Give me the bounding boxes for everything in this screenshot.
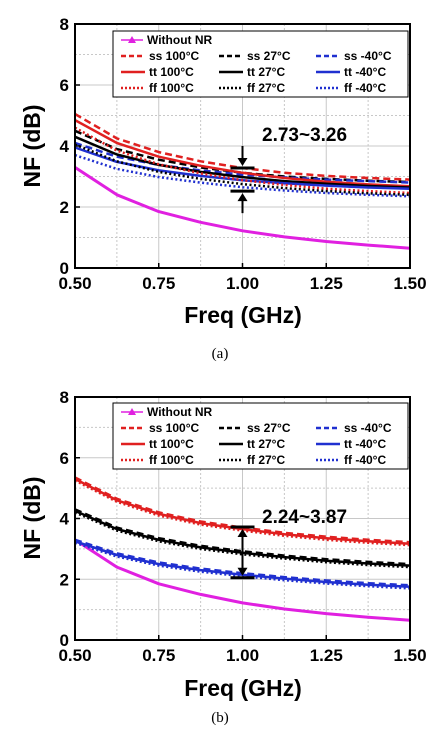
series-line — [74, 119, 411, 188]
y-tick-label: 2 — [60, 198, 69, 217]
chart-a: 0 2 4 6 8 0.50 0.75 1.00 1.25 1.50 Freq (GHz) NF (d… — [19, 15, 427, 362]
annotation-text: 2.24~3.87 — [262, 507, 347, 528]
series-line — [74, 541, 411, 590]
legend-label: ss -40°C — [344, 421, 392, 435]
annotation-text: 2.73~3.26 — [262, 125, 347, 146]
legend-label: ff -40°C — [344, 81, 386, 95]
legend-label: Without NR — [147, 405, 213, 419]
x-axis-label: Freq (GHz) — [184, 302, 302, 328]
figure-caption: (a) — [212, 346, 229, 362]
series-line — [74, 129, 411, 184]
legend-label: ff -40°C — [344, 453, 386, 467]
x-tick-label: 1.50 — [393, 646, 426, 665]
x-tick-label: 0.75 — [142, 646, 175, 665]
legend-label: ff 100°C — [149, 453, 194, 467]
y-axis-label: NF (dB) — [19, 476, 45, 559]
y-tick-label: 4 — [60, 510, 70, 529]
series-line — [74, 143, 411, 197]
y-tick-label: 2 — [60, 570, 69, 589]
arrow-head — [237, 567, 248, 576]
legend: Without NR ss 100°C tt 100°C ff 100°C ss 27°… — [112, 30, 409, 98]
legend-label: ff 100°C — [149, 81, 194, 95]
legend-label: ss 100°C — [149, 49, 200, 63]
x-tick-label: 0.75 — [142, 274, 175, 293]
arrow-head — [237, 157, 248, 166]
series-line — [74, 153, 411, 198]
legend-label: tt 100°C — [149, 65, 194, 79]
x-tick-label: 1.00 — [226, 274, 259, 293]
legend-label: Without NR — [147, 33, 213, 47]
figure-caption: (b) — [211, 710, 229, 726]
x-tick-label: 0.50 — [58, 274, 91, 293]
legend-label: ss 27°C — [247, 49, 291, 63]
series-line — [74, 538, 411, 622]
legend-marker — [128, 36, 136, 43]
series-line — [74, 511, 411, 569]
legend-box — [112, 30, 409, 98]
series-line — [74, 166, 411, 250]
y-tick-label: 0 — [60, 631, 69, 650]
legend-label: ss 27°C — [247, 421, 291, 435]
series-line — [74, 126, 411, 195]
legend-label: ss -40°C — [344, 49, 392, 63]
legend-label: ss 100°C — [149, 421, 200, 435]
legend-label: tt -40°C — [344, 65, 386, 79]
arrow-head — [237, 193, 248, 202]
x-tick-label: 1.00 — [226, 646, 259, 665]
x-tick-label: 1.25 — [310, 274, 343, 293]
legend: Without NR ss 100°C tt 100°C ff 100°C ss 27°… — [112, 402, 409, 470]
chart-b: 0 2 4 6 8 0.50 0.75 1.00 1.25 1.50 Freq (GHz) NF (d… — [19, 388, 427, 726]
x-tick-label: 1.25 — [310, 646, 343, 665]
legend-label: tt 27°C — [247, 65, 285, 79]
y-tick-label: 6 — [60, 449, 69, 468]
legend-marker — [128, 408, 136, 415]
legend-box — [112, 402, 409, 470]
legend-label: ff 27°C — [247, 453, 285, 467]
series-line — [74, 141, 411, 184]
y-tick-label: 8 — [60, 388, 69, 407]
legend-label: tt -40°C — [344, 437, 386, 451]
y-tick-label: 0 — [60, 259, 69, 278]
y-tick-label: 4 — [60, 137, 70, 156]
y-axis-label: NF (dB) — [19, 104, 45, 187]
annotation: 2.73~3.26 — [230, 125, 347, 214]
x-tick-label: 1.50 — [393, 274, 426, 293]
legend-label: tt 100°C — [149, 437, 194, 451]
y-tick-label: 8 — [60, 15, 69, 34]
series-line — [74, 508, 411, 566]
annotation: 2.24~3.87 — [230, 507, 347, 580]
series-line — [74, 135, 411, 189]
arrow-head — [237, 529, 248, 538]
x-axis-label: Freq (GHz) — [184, 675, 302, 701]
y-tick-label: 6 — [60, 76, 69, 95]
x-tick-label: 0.50 — [58, 646, 91, 665]
legend-label: tt 27°C — [247, 437, 285, 451]
legend-label: ff 27°C — [247, 81, 285, 95]
